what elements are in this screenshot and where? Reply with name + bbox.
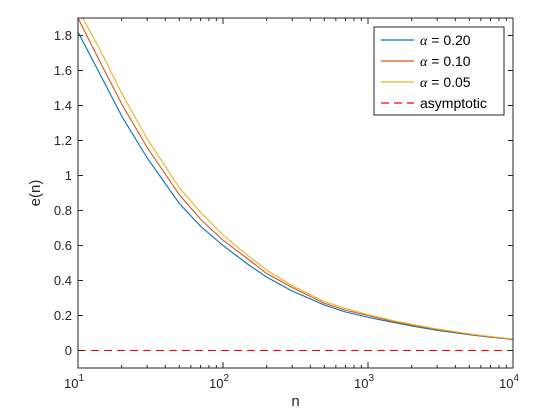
y-axis-ticks: 0 0.2 0.4 0.6 0.8 1 1.2 1.4 1.6 1.8 — [54, 28, 513, 358]
y-tick-label: 0.2 — [54, 308, 72, 323]
legend: α = 0.20 α = 0.10 α = 0.05 asymptotic — [373, 26, 505, 116]
axes-frame — [77, 17, 514, 369]
series-line-3 — [82, 18, 513, 340]
y-tick-label: 0.6 — [54, 238, 72, 253]
series-lines — [78, 18, 513, 352]
y-tick-label: 1.4 — [54, 98, 72, 113]
x-tick-label: 102 — [209, 373, 229, 391]
legend-entry: α = 0.20 — [420, 32, 471, 49]
x-axis-label: n — [291, 393, 299, 410]
y-tick-label: 1.8 — [54, 28, 72, 43]
y-tick-label: 1 — [65, 168, 72, 183]
x-tick-label: 103 — [354, 373, 374, 391]
series-line-1 — [78, 31, 513, 341]
legend-entry: α = 0.10 — [420, 53, 471, 70]
legend-entry: asymptotic — [420, 95, 487, 111]
legend-entry: α = 0.05 — [420, 74, 471, 91]
y-tick-label: 1.6 — [54, 63, 72, 78]
y-axis-label: e(n) — [27, 180, 44, 207]
y-tick-label: 0.8 — [54, 203, 72, 218]
legend-box — [373, 26, 505, 116]
y-tick-label: 1.2 — [54, 133, 72, 148]
y-tick-label: 0.4 — [54, 273, 72, 288]
y-tick-label: 0 — [65, 343, 72, 358]
x-tick-label: 101 — [64, 373, 84, 391]
x-tick-label: 104 — [499, 373, 519, 391]
